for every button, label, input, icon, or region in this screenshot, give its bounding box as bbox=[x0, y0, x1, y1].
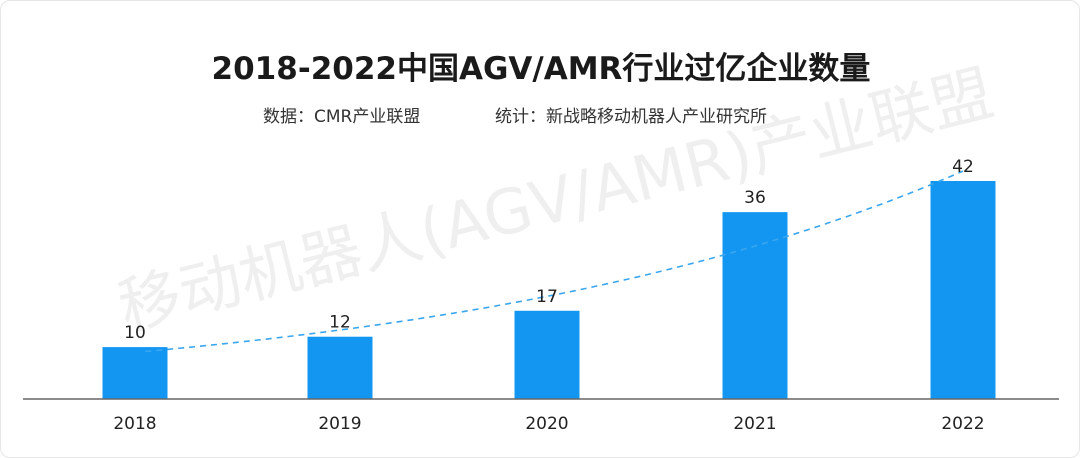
data-label-2020: 17 bbox=[536, 287, 558, 307]
data-label-2018: 10 bbox=[124, 323, 146, 343]
x-tick-labels: 2018 2019 2020 2021 2022 bbox=[113, 414, 984, 434]
bar-2021 bbox=[722, 212, 788, 399]
bar-2019 bbox=[307, 336, 373, 399]
data-labels: 10 12 17 36 42 bbox=[124, 157, 974, 343]
chart-title: 2018-2022中国AGV/AMR行业过亿企业数量 bbox=[212, 51, 871, 87]
data-label-2021: 36 bbox=[744, 188, 766, 208]
trendline-group bbox=[145, 170, 964, 353]
x-tick-label-2021: 2021 bbox=[733, 414, 776, 434]
data-label-2022: 42 bbox=[952, 157, 974, 177]
x-tick-label-2019: 2019 bbox=[318, 414, 361, 434]
bars bbox=[102, 181, 996, 399]
bar-2022 bbox=[930, 181, 996, 399]
statistics-source-label: 统计：新战略移动机器人产业研究所 bbox=[495, 107, 767, 127]
x-tick-label-2022: 2022 bbox=[941, 414, 984, 434]
x-tick-label-2018: 2018 bbox=[113, 414, 156, 434]
x-tick-label-2020: 2020 bbox=[525, 414, 568, 434]
data-label-2019: 12 bbox=[329, 313, 351, 333]
trendline bbox=[145, 170, 964, 353]
data-source-label: 数据：CMR产业联盟 bbox=[263, 107, 420, 127]
bar-2020 bbox=[514, 310, 580, 399]
bar-2018 bbox=[102, 347, 168, 399]
